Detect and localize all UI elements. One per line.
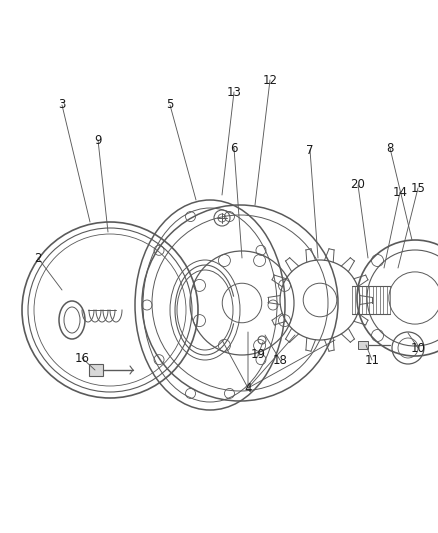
Text: 20: 20	[350, 179, 365, 191]
Text: 6: 6	[230, 141, 238, 155]
Text: 11: 11	[364, 353, 379, 367]
Text: 8: 8	[386, 141, 394, 155]
Text: 3: 3	[58, 99, 66, 111]
Text: 14: 14	[392, 185, 407, 198]
Text: 4: 4	[244, 382, 252, 394]
Text: 9: 9	[94, 133, 102, 147]
Text: 13: 13	[226, 85, 241, 99]
Text: 16: 16	[74, 351, 89, 365]
Text: 2: 2	[34, 252, 42, 264]
Text: 19: 19	[251, 349, 265, 361]
Text: 10: 10	[410, 342, 425, 354]
FancyBboxPatch shape	[358, 341, 368, 349]
FancyBboxPatch shape	[89, 364, 103, 376]
Text: 5: 5	[166, 99, 174, 111]
Text: 15: 15	[410, 182, 425, 195]
Text: 18: 18	[272, 353, 287, 367]
Text: 7: 7	[306, 143, 314, 157]
Text: 12: 12	[262, 74, 278, 86]
